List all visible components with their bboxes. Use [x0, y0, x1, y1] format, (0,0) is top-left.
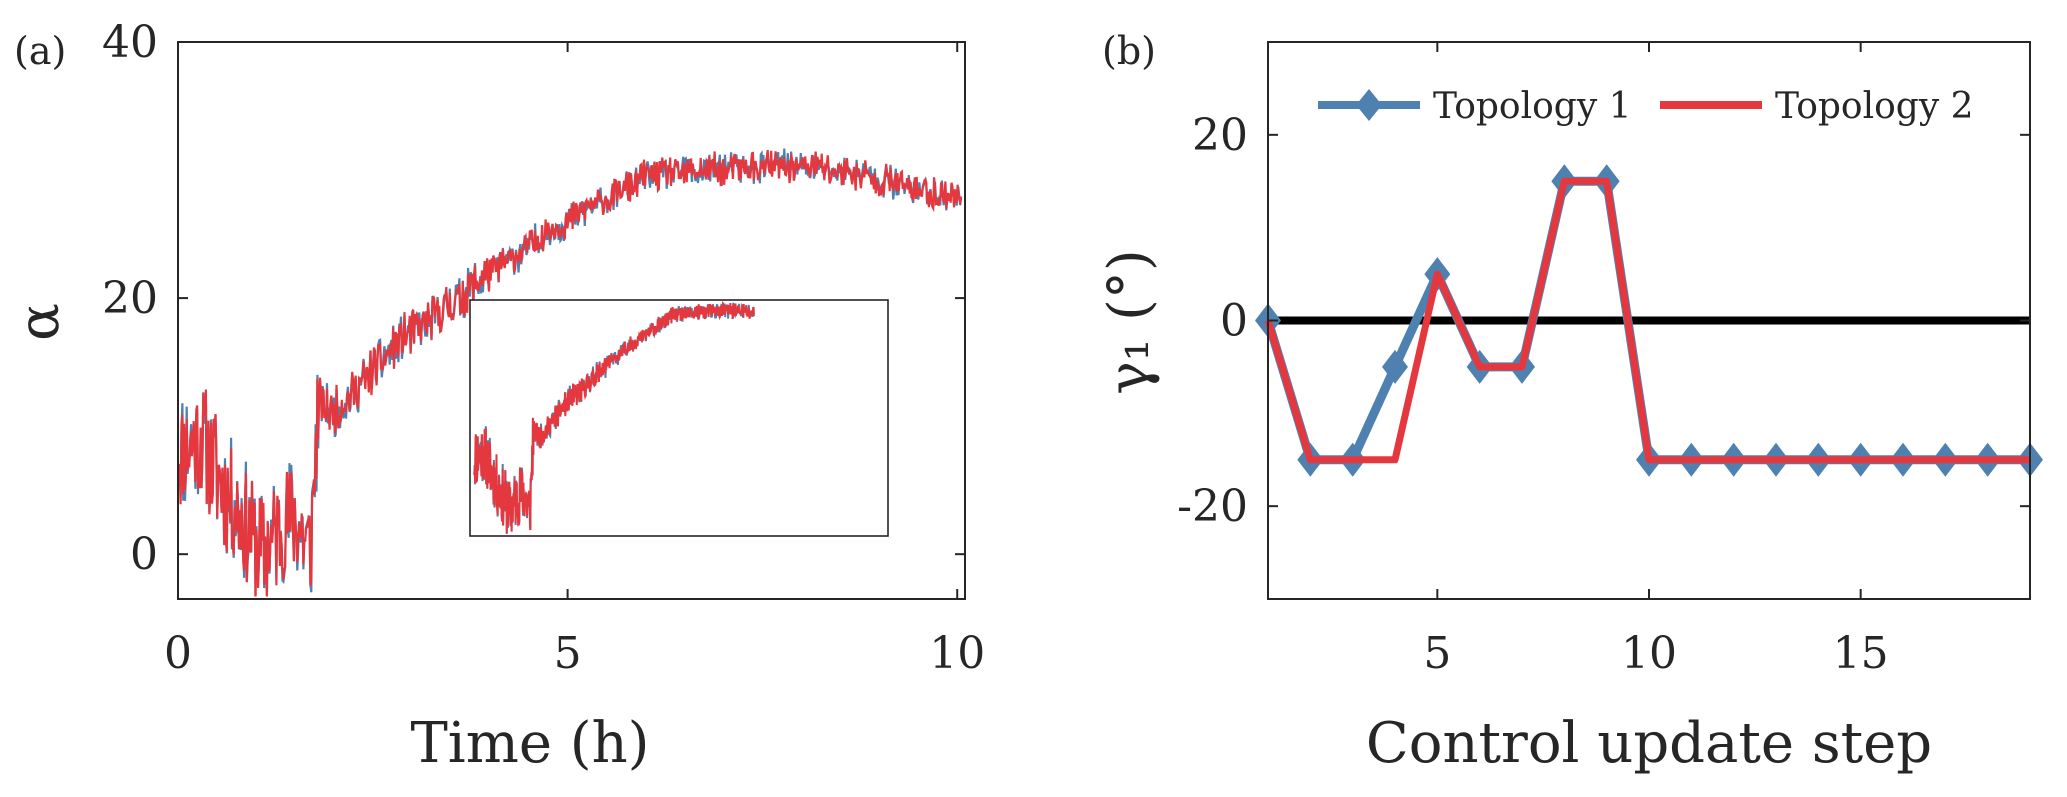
panel-a-inset-series-2 — [473, 300, 755, 534]
panel-b: (b) 5 10 15 -20 0 20 Control update step γ₁ (… — [1097, 29, 2043, 776]
panel-a-series-2 — [176, 149, 963, 597]
legend-marker-topology-1 — [1356, 89, 1382, 121]
panel-a-ticks: 0 5 10 0 20 40 — [102, 17, 985, 679]
panel-b-marker-topology-1 — [1382, 349, 1408, 384]
panel-a-inset-box — [469, 299, 889, 537]
panel-a-ytick-label: 0 — [130, 529, 158, 580]
panel-a-xtick-label: 10 — [929, 628, 985, 679]
panel-b-ytick-label: 20 — [1192, 110, 1248, 161]
panel-b-ytick-label: -20 — [1177, 481, 1248, 532]
panel-a-axes-box — [177, 41, 966, 600]
legend-label-topology-2: Topology 2 — [1775, 86, 1974, 127]
panel-b-xtick-label: 10 — [1621, 628, 1677, 679]
panel-b-ytick-label: 0 — [1220, 296, 1248, 347]
panel-a: (a) 0 5 10 0 20 40 Time (h) α — [7, 17, 985, 776]
panel-b-ylabel: γ₁ (°) — [1097, 249, 1162, 394]
panel-b-xtick-label: 15 — [1833, 628, 1889, 679]
panel-b-label: (b) — [1102, 29, 1156, 73]
panel-b-xtick-label: 5 — [1423, 628, 1451, 679]
panel-b-plot-area — [1255, 164, 2043, 477]
panel-a-xtick-label: 5 — [554, 628, 582, 679]
panel-a-xtick-label: 0 — [164, 628, 192, 679]
panel-a-ylabel: α — [7, 303, 72, 341]
panel-b-xlabel: Control update step — [1366, 711, 1932, 776]
panel-a-label: (a) — [14, 29, 66, 73]
panel-a-plot-area — [176, 148, 963, 597]
panel-b-series-topology-2 — [1264, 177, 2030, 464]
panel-b-legend: Topology 1 Topology 2 — [1318, 86, 1974, 127]
legend-label-topology-1: Topology 1 — [1433, 86, 1632, 127]
panel-a-ytick-label: 20 — [102, 273, 158, 324]
panel-a-ytick-label: 40 — [102, 17, 158, 68]
panel-b-ticks: 5 10 15 -20 0 20 — [1177, 42, 2030, 679]
panel-a-xlabel: Time (h) — [410, 711, 649, 776]
